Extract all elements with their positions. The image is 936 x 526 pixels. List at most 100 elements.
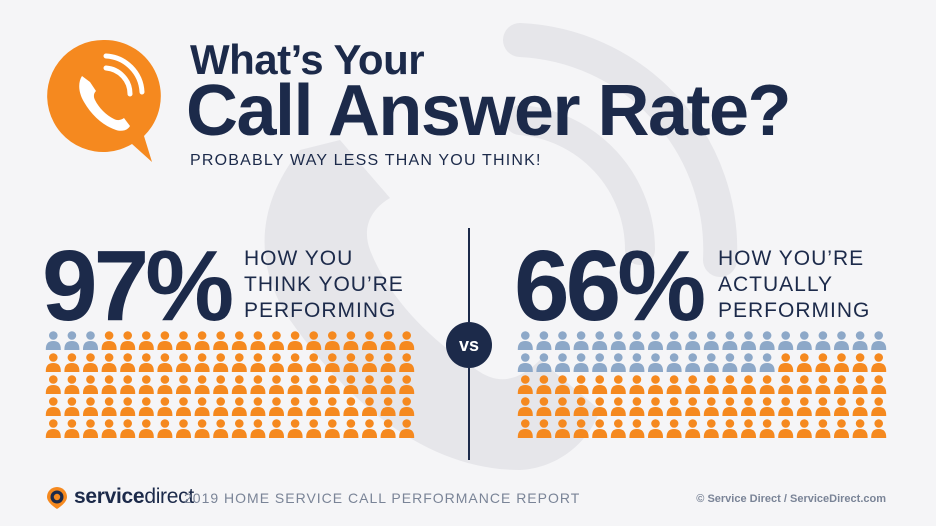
expected-person-icon [120,331,136,350]
actual-person-icon [759,397,775,416]
expected-person-icon [64,419,80,438]
expected-person-icon [83,353,98,372]
expected-person-icon [343,375,359,394]
expected-person-icon [362,375,377,394]
expected-person-icon [138,397,154,416]
actual-person-icon [573,353,589,372]
expected-person-icon [231,419,247,438]
actual-person-icon [517,331,533,350]
actual-person-icon [722,353,738,372]
actual-person-icon [834,375,849,394]
expected-person-icon [324,331,340,350]
expected-person-icon [324,397,340,416]
actual-person-icon [666,375,682,394]
expected-person-icon [213,397,229,416]
expected-person-icon [362,353,377,372]
vs-badge: vs [446,322,492,368]
phone-bubble-icon [47,39,161,162]
actual-person-icon [517,419,533,438]
actual-person-icon [629,331,645,350]
actual-person-icon [610,375,626,394]
actual-person-icon [592,375,608,394]
title-line-2: Call Answer Rate? [186,71,792,151]
actual-person-icon [592,331,608,350]
expected-person-icon [250,375,266,394]
actual-desc-line-2: ACTUALLY [718,273,833,296]
actual-person-icon [648,375,663,394]
expected-person-icon [343,397,359,416]
actual-person-icon [573,397,589,416]
expected-person-icon [83,331,98,350]
actual-person-icon [815,375,831,394]
expected-person-icon [287,375,303,394]
actual-person-icon [629,353,645,372]
expected-desc-line-1: HOW YOU [244,247,354,270]
actual-person-icon [741,375,756,394]
actual-person-icon [666,419,682,438]
actual-person-icon [703,331,719,350]
expected-person-icon [120,397,136,416]
actual-person-icon [741,419,756,438]
actual-desc-line-3: PERFORMING [718,299,871,322]
actual-person-icon [648,419,663,438]
expected-person-icon [45,375,61,394]
expected-person-icon [306,419,322,438]
expected-person-icon [399,419,415,438]
actual-person-icon [796,397,812,416]
actual-person-icon [852,397,868,416]
actual-person-icon [759,375,775,394]
actual-person-icon [648,397,663,416]
expected-person-icon [306,375,322,394]
actual-person-icon [666,353,682,372]
actual-person-icon [629,375,645,394]
expected-person-icon [362,331,377,350]
expected-person-icon [101,331,117,350]
expected-person-icon [157,375,173,394]
actual-person-icon [703,419,719,438]
actual-person-icon [666,331,682,350]
actual-person-icon [815,353,831,372]
actual-person-icon [703,353,719,372]
expected-person-icon [231,375,247,394]
actual-person-icon [648,353,663,372]
actual-rate-description: HOW YOU’RE ACTUALLY PERFORMING [718,246,870,324]
actual-person-icon [517,375,533,394]
expected-person-icon [45,419,61,438]
footer-brand-bold: service [74,485,145,508]
expected-person-icon [231,331,247,350]
expected-person-icon [287,353,303,372]
title-line-1: What’s Your [190,36,425,83]
actual-person-icon [796,353,812,372]
actual-person-icon [610,397,626,416]
actual-person-icon [610,419,626,438]
actual-person-icon [741,353,756,372]
expected-person-icon [380,331,396,350]
actual-rate-pictogram [517,331,887,438]
expected-person-icon [324,419,340,438]
actual-person-icon [778,419,794,438]
actual-person-icon [666,397,682,416]
expected-person-icon [250,331,266,350]
expected-person-icon [399,375,415,394]
expected-person-icon [399,353,415,372]
expected-person-icon [287,419,303,438]
actual-person-icon [648,331,663,350]
actual-person-icon [517,397,533,416]
expected-person-icon [101,353,117,372]
expected-person-icon [83,397,98,416]
actual-person-icon [834,331,849,350]
expected-person-icon [269,397,284,416]
expected-person-icon [231,353,247,372]
actual-person-icon [536,397,552,416]
actual-person-icon [722,331,738,350]
expected-person-icon [64,353,80,372]
expected-person-icon [269,419,284,438]
expected-person-icon [324,375,340,394]
expected-person-icon [306,353,322,372]
expected-person-icon [380,353,396,372]
expected-person-icon [213,419,229,438]
expected-person-icon [138,331,154,350]
actual-person-icon [536,353,552,372]
expected-person-icon [176,353,191,372]
actual-person-icon [815,419,831,438]
